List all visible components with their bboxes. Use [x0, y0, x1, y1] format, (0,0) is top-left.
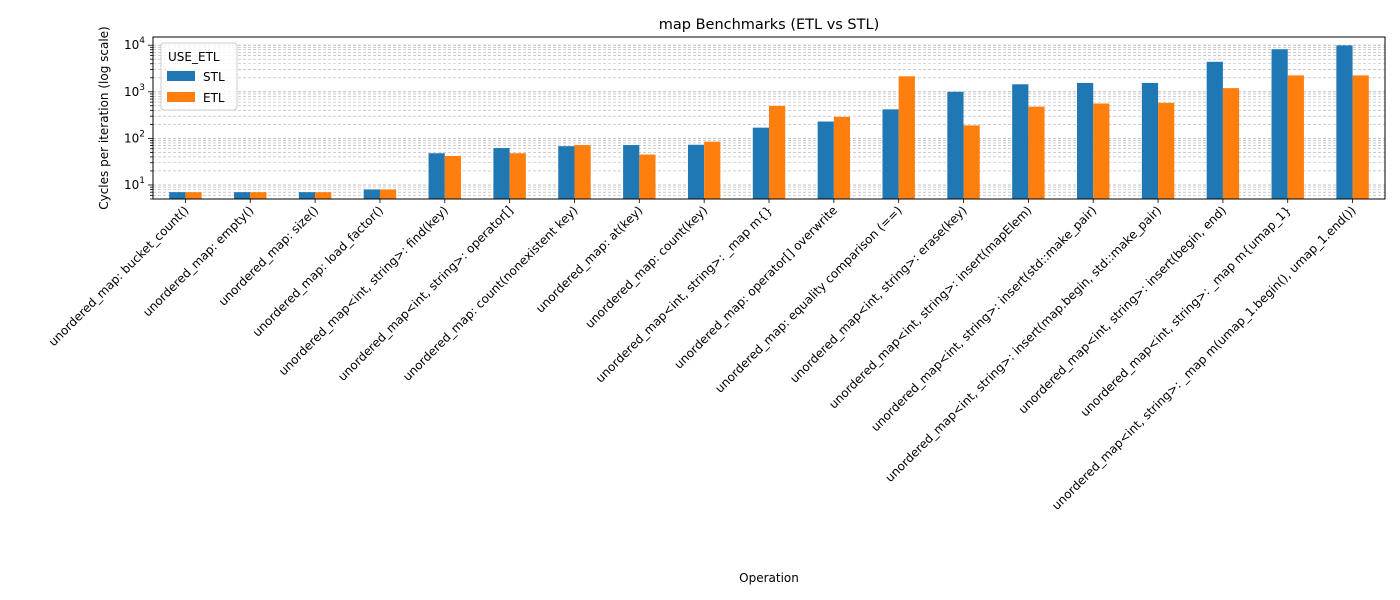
bar-stl-7	[623, 145, 640, 199]
bar-stl-4	[428, 153, 445, 199]
bar-stl-12	[947, 91, 964, 199]
x-tick-label: unordered_map: bucket_count()	[46, 203, 192, 349]
bar-etl-0	[185, 192, 202, 199]
x-tick-label: unordered_map: empty()	[140, 203, 256, 319]
bar-etl-3	[379, 189, 397, 199]
bar-stl-17	[1271, 49, 1288, 199]
legend-swatch-etl	[167, 92, 195, 102]
bar-stl-1	[234, 192, 251, 199]
bar-etl-4	[444, 155, 461, 199]
y-tick-label: 102	[124, 129, 145, 145]
bar-stl-11	[882, 109, 899, 199]
legend-label-etl: ETL	[203, 91, 225, 105]
bar-stl-16	[1206, 61, 1223, 200]
bar-stl-10	[817, 121, 834, 199]
x-tick-label: unordered_map: at(key)	[533, 203, 645, 315]
legend: USE_ETL STL ETL	[160, 42, 238, 111]
bars	[169, 45, 1369, 200]
legend-swatch-stl	[167, 71, 195, 81]
bar-etl-12	[963, 125, 980, 199]
legend-title: USE_ETL	[168, 50, 220, 64]
bar-etl-5	[509, 153, 526, 199]
bar-stl-8	[687, 144, 705, 199]
x-tick-label: unordered_map: count(key)	[583, 203, 711, 331]
y-tick-label: 104	[124, 36, 145, 52]
bar-stl-15	[1141, 82, 1159, 199]
bar-stl-2	[298, 192, 316, 199]
bar-etl-9	[769, 105, 786, 199]
bar-etl-7	[639, 154, 656, 199]
bar-stl-9	[752, 127, 769, 199]
x-axis: unordered_map: bucket_count()unordered_m…	[46, 199, 1359, 513]
bar-stl-3	[363, 189, 380, 199]
bar-etl-14	[1093, 103, 1110, 199]
bar-stl-14	[1077, 82, 1094, 199]
bar-etl-8	[704, 141, 721, 199]
bar-etl-11	[898, 76, 915, 199]
chart-title: map Benchmarks (ETL vs STL)	[659, 17, 879, 33]
bar-etl-18	[1352, 75, 1369, 199]
bar-stl-5	[493, 148, 510, 199]
y-tick-label: 101	[124, 176, 145, 192]
bar-etl-15	[1158, 102, 1175, 199]
bar-stl-13	[1012, 84, 1029, 199]
x-tick-label: unordered_map<int, string>: insert(std::…	[868, 203, 1099, 434]
bar-etl-16	[1222, 88, 1240, 199]
bar-etl-2	[315, 192, 332, 199]
bar-etl-1	[250, 192, 267, 199]
bar-etl-13	[1028, 106, 1045, 199]
x-tick-label: unordered_map: load_factor()	[250, 203, 386, 339]
y-axis: 101 102 103 104	[124, 36, 153, 200]
bar-etl-10	[833, 116, 851, 199]
bar-etl-17	[1287, 75, 1304, 199]
legend-label-stl: STL	[203, 70, 225, 84]
bar-stl-0	[169, 192, 186, 199]
bar-stl-18	[1336, 45, 1353, 199]
y-tick-label: 103	[124, 83, 145, 99]
x-axis-label: Operation	[739, 571, 799, 585]
x-tick-label: unordered_map<int, string>: _map m(umap_…	[1049, 203, 1359, 513]
y-axis-label: Cycles per iteration (log scale)	[97, 26, 111, 210]
bar-etl-6	[574, 145, 591, 199]
bar-stl-6	[558, 146, 575, 199]
